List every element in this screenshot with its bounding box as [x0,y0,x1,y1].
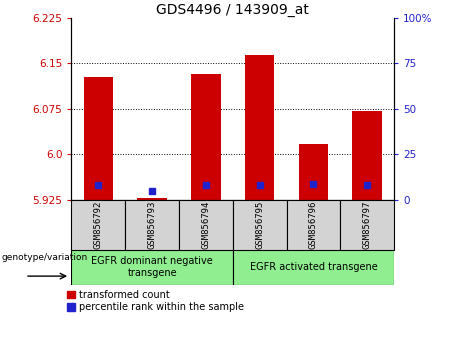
Bar [353,111,382,200]
Title: GDS4496 / 143909_at: GDS4496 / 143909_at [156,3,309,17]
Bar [71,200,125,250]
Bar [340,200,394,250]
Bar [125,200,179,250]
Bar [233,200,287,250]
Text: GSM856792: GSM856792 [94,201,103,249]
Bar [299,144,328,200]
Legend: transformed count, percentile rank within the sample: transformed count, percentile rank withi… [67,290,244,312]
Text: GSM856793: GSM856793 [148,201,157,249]
Bar [245,55,274,200]
Bar [71,250,233,285]
Text: GSM856797: GSM856797 [363,201,372,249]
Bar [287,200,340,250]
Bar [233,250,394,285]
Text: GSM856796: GSM856796 [309,201,318,249]
Bar [191,74,221,200]
Bar [179,200,233,250]
Text: genotype/variation: genotype/variation [1,253,88,262]
Bar [137,198,167,200]
Text: GSM856794: GSM856794 [201,201,210,249]
Bar [83,77,113,200]
Text: EGFR activated transgene: EGFR activated transgene [249,262,378,272]
Text: GSM856795: GSM856795 [255,201,264,249]
Text: EGFR dominant negative
transgene: EGFR dominant negative transgene [91,256,213,278]
